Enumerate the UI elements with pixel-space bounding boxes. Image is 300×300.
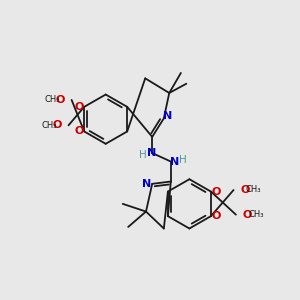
Text: O: O (75, 127, 84, 136)
Text: N: N (170, 157, 179, 166)
Text: O: O (212, 211, 221, 221)
Text: N: N (142, 179, 152, 189)
Text: O: O (52, 120, 62, 130)
Text: CH₃: CH₃ (248, 210, 264, 219)
Text: H: H (179, 155, 187, 165)
Text: O: O (243, 210, 252, 220)
Text: O: O (55, 95, 64, 105)
Text: O: O (241, 185, 250, 195)
Text: N: N (163, 111, 172, 121)
Text: O: O (75, 102, 84, 112)
Text: H: H (139, 150, 147, 160)
Text: O: O (212, 187, 221, 196)
Text: CH₃: CH₃ (44, 95, 60, 104)
Text: CH₃: CH₃ (41, 121, 57, 130)
Text: N: N (147, 148, 156, 158)
Text: CH₃: CH₃ (246, 185, 262, 194)
